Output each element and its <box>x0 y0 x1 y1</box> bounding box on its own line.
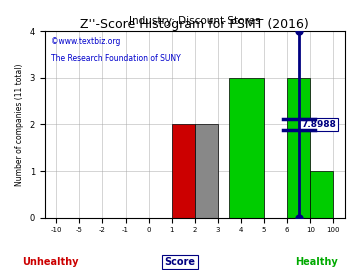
Text: Score: Score <box>165 257 195 267</box>
Bar <box>287 78 310 218</box>
Y-axis label: Number of companies (11 total): Number of companies (11 total) <box>15 63 24 186</box>
Title: Z''-Score Histogram for PSMT (2016): Z''-Score Histogram for PSMT (2016) <box>80 18 309 31</box>
Text: Healthy: Healthy <box>296 257 338 267</box>
Text: Unhealthy: Unhealthy <box>22 257 78 267</box>
Text: The Research Foundation of SUNY: The Research Foundation of SUNY <box>51 54 180 63</box>
Text: ©www.textbiz.org: ©www.textbiz.org <box>51 37 120 46</box>
Bar <box>195 124 218 218</box>
Bar <box>229 78 264 218</box>
Bar <box>310 171 333 218</box>
Text: 7.8988: 7.8988 <box>301 120 336 129</box>
Text: Industry: Discount Stores: Industry: Discount Stores <box>129 16 261 26</box>
Bar <box>172 124 195 218</box>
